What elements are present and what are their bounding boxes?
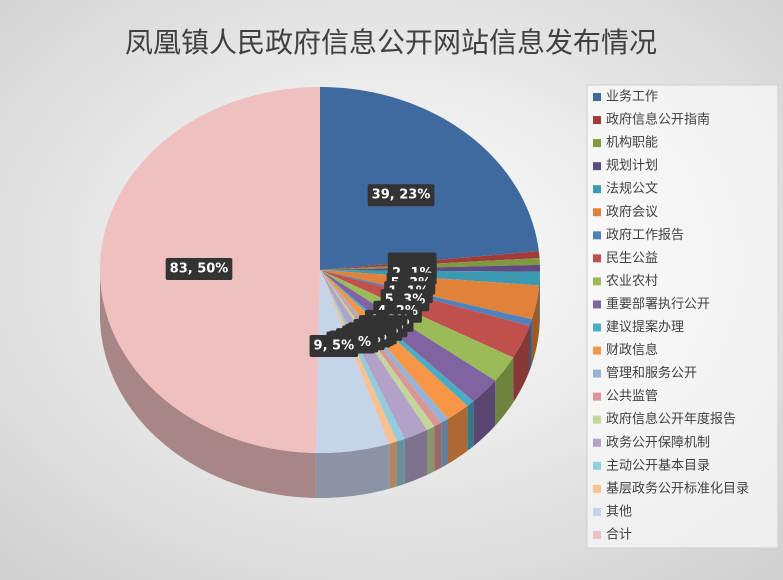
legend-label: 财政信息 <box>606 342 658 358</box>
slice-side <box>531 285 540 365</box>
slice <box>320 270 397 444</box>
legend-swatch <box>593 346 601 355</box>
legend-swatch <box>593 438 601 447</box>
legend-label: 政府会议 <box>606 205 658 220</box>
slice-side <box>495 357 514 426</box>
slice-side <box>100 270 316 498</box>
slice-side <box>473 380 496 447</box>
legend-swatch <box>593 208 601 217</box>
legend-label: 业务工作 <box>606 89 658 105</box>
legend-swatch <box>593 484 601 493</box>
legend-swatch <box>593 231 601 240</box>
legend-label: 管理和服务公开 <box>606 365 697 381</box>
legend-swatch <box>593 116 601 125</box>
slice-side <box>404 429 427 484</box>
legend-label: 重要部署执行公开 <box>606 296 710 312</box>
slice <box>320 270 514 381</box>
legend-swatch <box>593 300 601 309</box>
slice-side <box>396 438 405 487</box>
legend-label: 机构职能 <box>606 136 658 151</box>
slice-side <box>529 319 532 371</box>
slice <box>320 87 539 270</box>
legend-swatch <box>593 507 601 516</box>
legend-label: 公共监管 <box>606 389 658 404</box>
legend-label: 主动公开基本目录 <box>606 458 710 473</box>
slice-side <box>389 441 397 489</box>
data-labels: 39, 23%1, 1%1, 1%1, 1%2, 1%5, 3%1, 1%5, … <box>165 184 437 357</box>
data-label-box <box>367 184 435 207</box>
slice-side <box>441 418 448 468</box>
slice <box>315 270 390 453</box>
legend-label: 其他 <box>606 504 632 519</box>
legend-label: 规划计划 <box>606 159 658 174</box>
slice-side <box>434 422 442 472</box>
slice <box>320 270 405 442</box>
legend-label: 政府信息公开指南 <box>606 112 710 128</box>
data-label-box <box>165 258 233 281</box>
legend: 业务工作政府信息公开指南机构职能规划计划法规公文政府会议政府工作报告民生公益农业… <box>593 89 749 542</box>
legend-label: 合计 <box>606 527 632 542</box>
legend-label: 法规公文 <box>606 182 658 197</box>
data-label-box <box>309 334 359 357</box>
slice <box>320 270 530 358</box>
data-label-text: 9, 5% <box>314 338 355 353</box>
legend-swatch <box>593 323 601 332</box>
legend-swatch <box>593 162 601 171</box>
data-label: 83, 50% <box>165 258 233 281</box>
slice <box>320 270 427 439</box>
legend-swatch <box>593 185 601 194</box>
legend-label: 建议提案办理 <box>606 319 684 335</box>
legend-label: 政府工作报告 <box>606 228 684 243</box>
legend-label: 农业农村 <box>606 274 658 289</box>
data-label-text: 39, 23% <box>372 188 431 203</box>
legend-label: 基层政务公开标准化目录 <box>606 480 749 496</box>
legend-label: 政府信息公开年度报告 <box>606 411 736 427</box>
legend-swatch <box>593 139 601 148</box>
legend-swatch <box>593 93 601 101</box>
legend-swatch <box>593 415 601 424</box>
legend-swatch <box>593 277 601 286</box>
slice-side <box>426 426 435 475</box>
slice-side <box>315 443 390 498</box>
legend-label: 政务公开保障机制 <box>606 434 710 450</box>
legend-swatch <box>593 461 601 470</box>
legend-box <box>586 84 779 549</box>
slice-side <box>513 325 530 403</box>
legend-label: 民生公益 <box>606 251 658 266</box>
slice-side <box>539 271 540 331</box>
slice <box>320 270 496 402</box>
data-label: 39, 23% <box>367 184 435 207</box>
legend-swatch <box>593 254 601 263</box>
data-label-text: 83, 50% <box>170 262 229 277</box>
pie <box>100 87 540 498</box>
legend-swatch <box>593 392 601 401</box>
legend-swatch <box>593 530 601 539</box>
slice-side <box>447 405 468 464</box>
chart-title: 凤凰镇人民政府信息公开网站信息发布情况 <box>125 26 657 59</box>
slice-side <box>467 401 474 451</box>
legend-swatch <box>593 369 601 378</box>
data-label: 9, 5% <box>309 334 359 357</box>
